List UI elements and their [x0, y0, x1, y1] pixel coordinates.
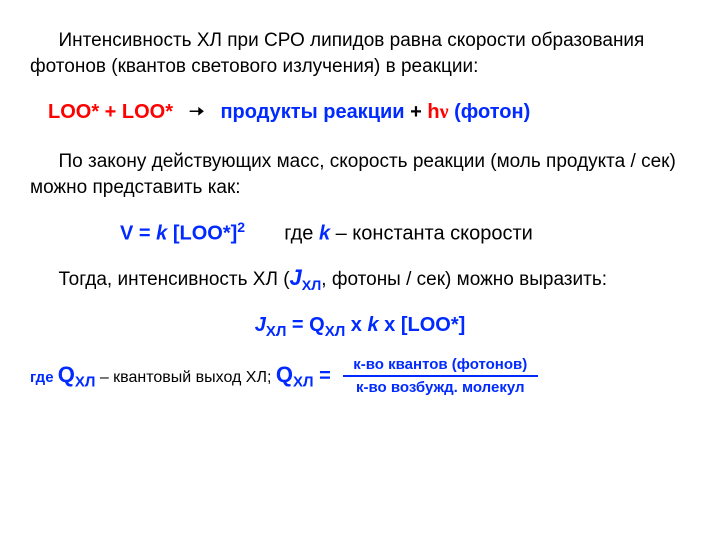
equation-3: JХЛ = QХЛ x k x [LOO*]	[30, 314, 690, 340]
q-sub2: ХЛ	[293, 373, 314, 390]
eq2-rest: – константа скорости	[330, 222, 533, 244]
eq2-loo: [LOO*]	[167, 222, 237, 244]
fraction-numerator: к-во квантов (фотонов)	[349, 354, 531, 375]
eq3-tail: x [LOO*]	[379, 314, 466, 336]
q-sub: ХЛ	[75, 373, 96, 390]
paragraph-2: По закону действующих масс, скорость реа…	[30, 149, 690, 200]
eq2-where: где	[284, 222, 319, 244]
q-desc: – квантовый выход ХЛ;	[95, 369, 275, 386]
q-definition-line: где QХЛ – квантовый выход ХЛ; QХЛ = к-во…	[30, 354, 690, 398]
p3c: , фотоны / сек) можно выразить:	[321, 269, 607, 290]
p3a: Тогда, интенсивность ХЛ (	[59, 269, 290, 290]
eq2-k2: k	[319, 222, 330, 244]
q-eq: =	[314, 365, 331, 387]
q-where: где	[30, 369, 58, 386]
q-Q2: Q	[276, 362, 293, 387]
eq3-qsub: ХЛ	[325, 323, 346, 340]
fraction-denominator: к-во возбужд. молекул	[352, 377, 529, 398]
eq1-lhs: LOO* + LOO*	[48, 101, 173, 123]
eq2-sup: 2	[237, 219, 245, 235]
paragraph-3: Тогда, интенсивность ХЛ (JХЛ, фотоны / с…	[30, 263, 690, 296]
eq2-k: k	[156, 222, 167, 244]
paragraph-1: Интенсивность ХЛ при СРО липидов равна с…	[30, 28, 690, 79]
eq3-mid1: x	[345, 314, 367, 336]
equation-1: LOO* + LOO* 🠆 продукты реакции + hν (фот…	[30, 97, 690, 131]
p3b: J	[290, 265, 302, 290]
eq3-k: k	[368, 314, 379, 336]
q-Q: Q	[58, 362, 75, 387]
eq1-products: продукты реакции	[220, 101, 404, 123]
eq3-eq: = Q	[286, 314, 324, 336]
eq1-nu: ν	[440, 101, 449, 123]
eq3-j: J	[255, 314, 266, 336]
eq2-v: V =	[120, 222, 156, 244]
eq1-h: h	[427, 101, 439, 123]
eq1-arrow: 🠆	[189, 101, 205, 123]
eq1-photon: (фотон)	[454, 101, 530, 123]
p3bsub: ХЛ	[302, 278, 322, 294]
eq1-plus: +	[410, 101, 427, 123]
fraction: к-во квантов (фотонов) к-во возбужд. мол…	[343, 354, 538, 398]
equation-2: V = k [LOO*]2 где k – константа скорости	[30, 219, 690, 246]
eq3-jsub: ХЛ	[266, 323, 287, 340]
